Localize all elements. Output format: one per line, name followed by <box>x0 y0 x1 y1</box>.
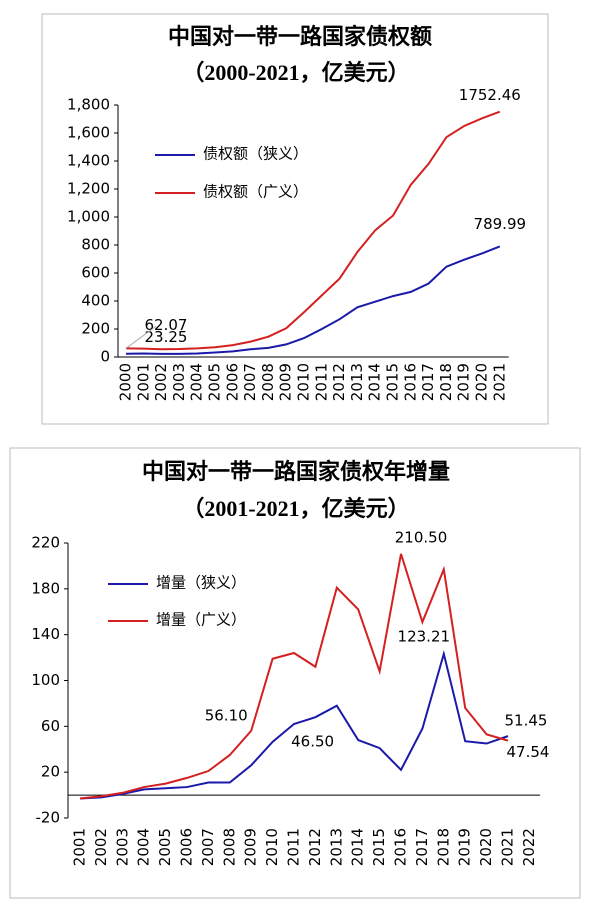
data-label: 46.50 <box>291 732 334 750</box>
x-tick-label: 2021 <box>499 828 517 866</box>
x-tick-label: 2018 <box>437 363 455 401</box>
x-tick-label: 2016 <box>392 828 410 866</box>
x-tick-label: 2005 <box>206 363 224 401</box>
y-tick-label: 1,400 <box>67 152 110 170</box>
x-tick-label: 2011 <box>312 363 330 401</box>
x-tick-label: 2015 <box>370 828 388 866</box>
x-tick-label: 2011 <box>285 828 303 866</box>
x-tick-label: 2010 <box>295 363 313 401</box>
y-tick-label: 400 <box>81 292 110 310</box>
chart-subtitle: （2000-2021，亿美元） <box>182 60 409 85</box>
y-tick-label: 0 <box>100 348 110 366</box>
leader-line <box>125 325 157 349</box>
chart-subtitle: （2001-2021，亿美元） <box>182 496 409 521</box>
chart-frame <box>41 13 549 425</box>
x-tick-label: 2015 <box>384 363 402 401</box>
x-tick-label: 2003 <box>113 828 131 866</box>
x-tick-label: 2001 <box>71 828 89 866</box>
data-label: 789.99 <box>474 215 527 233</box>
x-tick-label: 2007 <box>199 828 217 866</box>
x-tick-label: 2021 <box>490 363 508 401</box>
series-line <box>125 245 501 355</box>
y-tick-label: 1,600 <box>67 124 110 142</box>
chart-title: 中国对一带一路国家债权年增量 <box>142 459 450 484</box>
x-tick-label: 2014 <box>366 363 384 401</box>
x-tick-label: 2020 <box>473 363 491 401</box>
x-tick-label: 2002 <box>92 828 110 866</box>
chart-title: 中国对一带一路国家债权额 <box>168 24 432 49</box>
series-line <box>79 553 509 800</box>
x-tick-label: 2022 <box>520 828 538 866</box>
x-tick-label: 2009 <box>242 828 260 866</box>
data-label: 23.25 <box>145 328 188 346</box>
x-tick-label: 2018 <box>434 828 452 866</box>
chart-frame <box>9 447 581 899</box>
x-tick-label: 2005 <box>156 828 174 866</box>
legend-label: 增量（狭义） <box>156 574 246 591</box>
y-tick-label: 1,000 <box>67 208 110 226</box>
x-tick-label: 2000 <box>117 363 135 401</box>
y-tick-label: 20 <box>41 763 60 781</box>
x-tick-label: 2012 <box>306 828 324 866</box>
x-tick-label: 2016 <box>401 363 419 401</box>
y-tick-label: 180 <box>31 579 60 597</box>
x-tick-label: 2019 <box>456 828 474 866</box>
x-tick-label: 2008 <box>220 828 238 866</box>
x-tick-label: 2006 <box>223 363 241 401</box>
x-tick-label: 2003 <box>170 363 188 401</box>
x-tick-label: 2012 <box>330 363 348 401</box>
data-label: 210.50 <box>395 528 448 546</box>
legend-label: 债权额（狭义） <box>203 145 308 162</box>
x-tick-label: 2017 <box>419 363 437 401</box>
x-tick-label: 2006 <box>178 828 196 866</box>
x-tick-label: 2009 <box>277 363 295 401</box>
data-label: 62.07 <box>145 316 188 334</box>
series-line <box>125 110 501 351</box>
x-tick-label: 2002 <box>152 363 170 401</box>
legend-label: 债权额（广义） <box>203 183 308 200</box>
y-tick-label: 100 <box>31 671 60 689</box>
y-tick-label: 220 <box>31 534 60 552</box>
data-label: 51.45 <box>505 712 548 730</box>
x-tick-label: 2007 <box>241 363 259 401</box>
data-label: 56.10 <box>205 706 248 724</box>
x-tick-label: 2020 <box>477 828 495 866</box>
legend-label: 增量（广义） <box>156 611 246 628</box>
y-tick-label: 800 <box>81 236 110 254</box>
x-tick-label: 2004 <box>188 363 206 401</box>
x-tick-label: 2019 <box>455 363 473 401</box>
x-tick-label: 2014 <box>349 828 367 866</box>
x-tick-label: 2001 <box>134 363 152 401</box>
x-tick-label: 2013 <box>327 828 345 866</box>
y-tick-label: 60 <box>41 717 60 735</box>
x-tick-label: 2008 <box>259 363 277 401</box>
x-tick-label: 2013 <box>348 363 366 401</box>
y-tick-label: 140 <box>31 625 60 643</box>
x-tick-label: 2010 <box>263 828 281 866</box>
data-label: 47.54 <box>507 743 550 761</box>
x-tick-label: 2017 <box>413 828 431 866</box>
series-line <box>79 650 509 800</box>
y-tick-label: 1,800 <box>67 96 110 114</box>
y-tick-label: -20 <box>36 809 61 827</box>
y-tick-label: 200 <box>81 320 110 338</box>
x-tick-label: 2004 <box>135 828 153 866</box>
data-label: 1752.46 <box>459 86 521 104</box>
y-tick-label: 600 <box>81 264 110 282</box>
data-label: 123.21 <box>398 627 451 645</box>
y-tick-label: 1,200 <box>67 180 110 198</box>
